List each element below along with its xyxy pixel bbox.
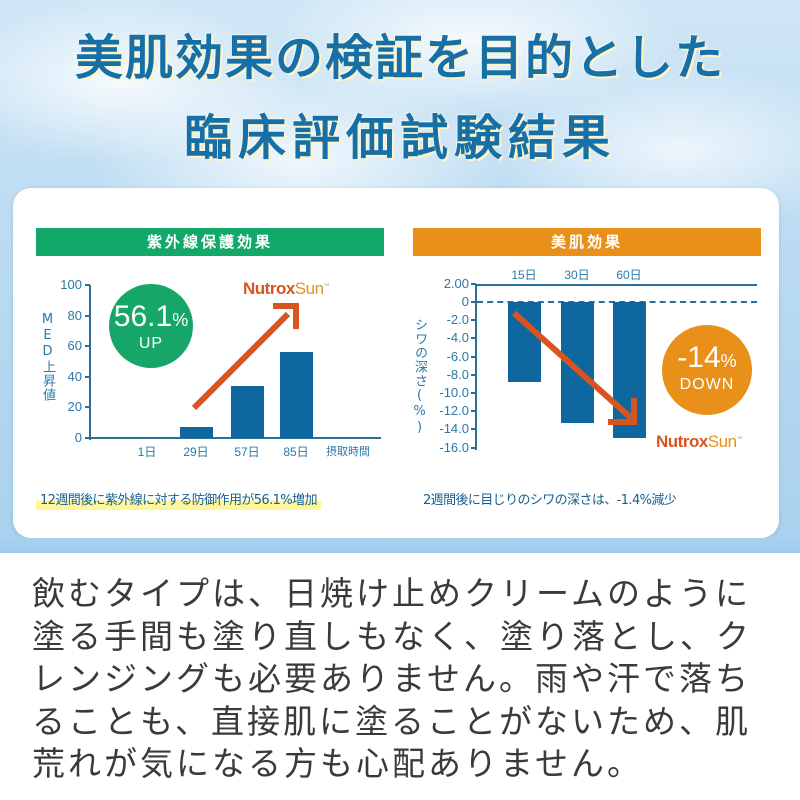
- y-tick-label: -12.0: [439, 403, 469, 419]
- uv-bar: [280, 352, 313, 438]
- x-tick-label: 30日: [564, 268, 590, 282]
- y-tick-mark: [471, 337, 476, 340]
- uv-bar: [231, 385, 264, 438]
- y-tick-label: 2.00: [443, 275, 469, 291]
- description-line: 荒れが気になる方も心配ありません。: [32, 744, 644, 783]
- x-tick-label: 1日: [137, 445, 157, 459]
- uv-badge-sub: UP: [138, 335, 164, 352]
- y-tick-mark: [471, 410, 476, 413]
- y-tick-label: 80: [67, 307, 82, 323]
- uv-x-axis: [89, 437, 381, 439]
- page-title-line1: 美肌効果の検証を目的とした: [74, 30, 725, 86]
- y-tick-mark: [471, 428, 476, 431]
- description-line: 飲むタイプは、日焼け止めクリームのように: [32, 574, 752, 613]
- y-tick-mark: [85, 314, 90, 317]
- skin-y-axis-label: シワの深さ(%): [412, 318, 427, 436]
- y-tick-mark: [85, 406, 90, 409]
- y-tick-label: -2.0: [446, 312, 469, 328]
- y-tick-mark: [471, 446, 476, 449]
- y-tick-mark: [85, 284, 90, 286]
- uv-badge-number: 56.1%: [113, 300, 189, 333]
- uv-panel-header: 紫外線保護効果: [36, 228, 384, 256]
- y-tick-label: 100: [60, 277, 82, 292]
- uv-y-axis-label: MED上昇値: [40, 312, 55, 402]
- x-tick-label: 15日: [511, 268, 537, 282]
- x-tick-label: 29日: [183, 445, 209, 459]
- y-tick-label: 20: [67, 399, 82, 415]
- y-tick-label: -6.0: [446, 348, 469, 364]
- y-tick-label: 60: [67, 338, 82, 354]
- y-tick-label: 40: [67, 368, 82, 384]
- skin-top-axis: [475, 284, 757, 286]
- skin-panel-header: 美肌効果: [413, 228, 761, 256]
- y-tick-label: -14.0: [439, 421, 469, 437]
- skin-badge-sub: DOWN: [679, 376, 735, 393]
- skin-caption: 2週間後に目じりのシワの深さは、-1.4%減少: [423, 493, 677, 508]
- x-tick-label: 57日: [234, 445, 260, 459]
- y-tick-mark: [85, 437, 90, 439]
- y-tick-mark: [471, 301, 476, 303]
- description-line: レンジングも必要ありません。雨や汗で落ち: [32, 659, 752, 698]
- nutroxsun-logo-skin: NutroxSun™: [656, 432, 743, 451]
- y-tick-label: -8.0: [446, 366, 469, 382]
- page-title-line2: 臨床評価試験結果: [183, 110, 616, 166]
- y-tick-label: -16.0: [439, 439, 469, 455]
- uv-caption: 12週間後に紫外線に対する防御作用が56.1%増加: [36, 489, 321, 510]
- y-tick-mark: [471, 392, 476, 394]
- uv-bar: [180, 427, 213, 438]
- y-tick-mark: [85, 375, 90, 378]
- description-paragraph: 飲むタイプは、日焼け止めクリームのように 塗る手間も塗り直しもなく、塗り落とし、…: [32, 573, 772, 786]
- description-line: 塗る手間も塗り直しもなく、塗り落とし、ク: [32, 616, 752, 656]
- x-tick-label: 85日: [283, 445, 309, 459]
- description-line: ることも、直接肌に塗ることがないため、肌: [32, 701, 752, 741]
- skin-y-axis: [475, 285, 477, 450]
- x-tick-label: 60日: [616, 268, 642, 282]
- y-tick-mark: [85, 345, 90, 348]
- y-tick-label: 0: [74, 430, 82, 445]
- uv-badge: 56.1% UP: [109, 284, 193, 368]
- uv-x-axis-title: 摂取時間: [326, 445, 370, 458]
- y-tick-mark: [471, 355, 476, 358]
- y-tick-mark: [471, 373, 476, 376]
- nutroxsun-logo-uv: NutroxSun™: [243, 279, 330, 298]
- uv-y-axis: [89, 285, 91, 440]
- y-tick-mark: [471, 319, 476, 322]
- y-tick-label: -10.0: [439, 385, 469, 400]
- hero-bottom-edge: [0, 538, 800, 553]
- y-tick-label: -4.0: [446, 330, 469, 346]
- skin-badge-number: -14%: [677, 341, 737, 374]
- skin-badge: -14% DOWN: [662, 325, 752, 415]
- y-tick-label: 0: [461, 294, 469, 309]
- y-tick-mark: [471, 282, 476, 285]
